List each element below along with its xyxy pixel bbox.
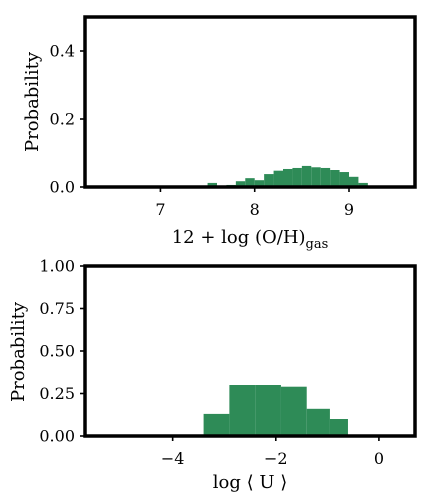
histogram-bar: [280, 386, 307, 436]
bottom-histogram-panel: 0.00 0.25 0.50 0.75 1.00 −4 −2 0 Probability l…: [8, 257, 417, 493]
histogram-bar: [349, 176, 359, 187]
bottom-x-axis: −4 −2 0: [161, 436, 384, 468]
histogram-bar: [330, 170, 340, 187]
histogram-bar: [229, 385, 256, 436]
top-plot-frame: [83, 15, 417, 189]
top-y-axis: 0.0 0.2 0.4: [50, 42, 85, 197]
x-tick-label: 0: [374, 449, 384, 468]
histogram-bar: [203, 413, 230, 436]
y-tick-label: 0.4: [50, 42, 75, 61]
bottom-y-axis-label: Probability: [8, 301, 29, 402]
y-tick-label: 0.50: [39, 342, 75, 361]
histogram-bar: [264, 174, 274, 187]
histogram-bar: [255, 385, 281, 436]
top-histogram-panel: 0.0 0.2 0.4 7 8 9 Probability 12 + log (O/H)…: [22, 15, 417, 252]
bottom-plot-frame: [83, 264, 417, 438]
bottom-y-axis: 0.00 0.25 0.50 0.75 1.00: [39, 257, 85, 446]
x-tick-label: 9: [344, 200, 354, 219]
histogram-bar: [273, 170, 283, 187]
y-tick-label: 0.00: [39, 427, 75, 446]
y-tick-label: 0.75: [39, 299, 75, 318]
histogram-bar: [254, 180, 265, 187]
top-y-axis-label: Probability: [22, 51, 43, 152]
x-tick-label: 8: [250, 200, 260, 219]
bottom-histogram-bars: [203, 385, 348, 436]
histogram-bar: [301, 165, 312, 187]
histogram-bar: [283, 168, 293, 187]
top-x-axis-label: 12 + log (O/H)gas: [172, 227, 329, 252]
histogram-bar: [292, 167, 302, 187]
top-x-axis-label-main: 12 + log (O/H): [172, 227, 306, 248]
x-tick-label: −4: [161, 449, 185, 468]
top-x-axis-label-subscript: gas: [306, 237, 329, 252]
histogram-bar: [329, 419, 348, 436]
histogram-bar: [320, 167, 331, 187]
histogram-bar: [311, 167, 321, 187]
histogram-bar: [245, 178, 255, 187]
x-tick-label: 7: [155, 200, 165, 219]
y-tick-label: 0.0: [50, 178, 75, 197]
y-tick-label: 1.00: [39, 257, 75, 276]
y-tick-label: 0.2: [50, 110, 75, 129]
histogram-bar: [306, 408, 330, 436]
top-x-axis: 7 8 9: [155, 187, 354, 219]
histogram-bar: [235, 181, 246, 187]
histogram-bar: [358, 182, 368, 187]
histogram-bar: [339, 172, 349, 187]
x-tick-label: −2: [264, 449, 288, 468]
histogram-bar: [207, 182, 217, 187]
y-tick-label: 0.25: [39, 384, 75, 403]
top-histogram-bars: [207, 165, 368, 187]
bottom-x-axis-label: log ⟨ U ⟩: [213, 472, 288, 493]
